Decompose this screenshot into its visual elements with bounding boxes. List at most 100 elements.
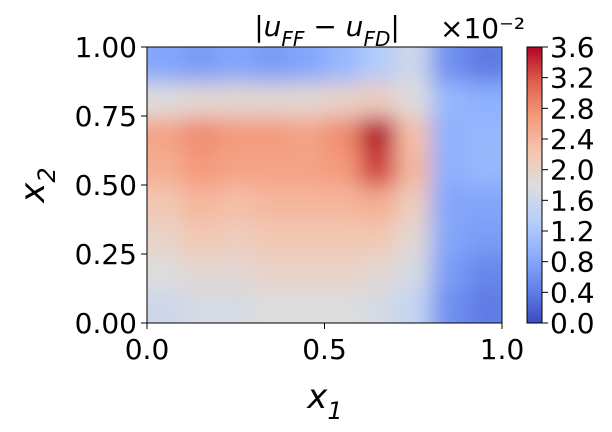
heat-cell	[360, 116, 397, 152]
heat-cell	[253, 150, 290, 186]
heat-cell	[253, 116, 290, 152]
heat-cell	[289, 185, 326, 221]
heat-cell	[289, 219, 326, 255]
heat-cell	[253, 288, 290, 323]
colorbar	[526, 46, 543, 324]
heat-cell	[182, 150, 219, 186]
heat-cell	[218, 150, 255, 186]
heat-cell	[395, 47, 432, 83]
label-part: − u	[304, 10, 363, 43]
x-tick-label: 0.0	[125, 333, 170, 366]
heat-cell	[431, 47, 468, 83]
heat-cell	[147, 185, 184, 221]
heat-cell	[182, 254, 219, 290]
heat-cell	[218, 219, 255, 255]
heat-cell	[218, 185, 255, 221]
heat-cell	[324, 150, 361, 186]
heat-cell	[253, 254, 290, 290]
heat-cell	[253, 219, 290, 255]
heat-cell	[289, 150, 326, 186]
x-tick-label: 1.0	[480, 333, 525, 366]
colorbar-tick-label: 3.6	[550, 31, 595, 64]
heat-cell	[395, 288, 432, 323]
chart-title: |uFF − uFD|	[254, 10, 400, 51]
heat-cell	[360, 288, 397, 323]
heat-cell	[466, 81, 502, 117]
heat-cell	[466, 150, 502, 186]
y-tick-label: 0.75	[75, 100, 137, 133]
heat-cell	[324, 81, 361, 117]
x-axis-label: x1	[306, 377, 342, 426]
heat-cell	[324, 116, 361, 152]
colorbar-offset: ×10⁻²	[440, 12, 525, 45]
label-part: FF	[281, 27, 305, 51]
colorbar-tick-label: 0.8	[550, 246, 595, 279]
label-part: |u	[254, 10, 281, 43]
heat-cell	[324, 288, 361, 323]
heat-cell	[147, 288, 184, 323]
heat-cell	[182, 47, 219, 83]
y-tick-label: 0.25	[75, 238, 137, 271]
heat-cell	[466, 219, 502, 255]
heat-cell	[324, 219, 361, 255]
label-part: FD	[363, 27, 390, 51]
heat-cell	[182, 219, 219, 255]
heat-cell	[182, 288, 219, 323]
colorbar-tick-label: 1.2	[550, 215, 595, 248]
heat-cell	[395, 185, 432, 221]
colorbar-tick-label: 2.8	[550, 92, 595, 125]
heat-cell	[253, 81, 290, 117]
heat-cell	[289, 254, 326, 290]
heat-cell	[289, 116, 326, 152]
heat-cell	[253, 185, 290, 221]
y-tick-label: 0.00	[75, 307, 137, 340]
heat-cell	[218, 116, 255, 152]
colorbar-tick-label: 2.0	[550, 154, 595, 187]
heat-cell	[466, 116, 502, 152]
heat-cell	[182, 81, 219, 117]
heat-cell	[395, 219, 432, 255]
heat-cell	[218, 47, 255, 83]
label-part: x	[13, 182, 53, 204]
heat-cell	[431, 219, 468, 255]
heat-cell	[360, 150, 397, 186]
colorbar-tick-label: 0.4	[550, 276, 595, 309]
label-part: x	[306, 377, 328, 417]
label-part: |	[390, 10, 399, 43]
heat-cell	[431, 288, 468, 323]
heat-cell	[466, 185, 502, 221]
heat-cell	[147, 219, 184, 255]
heat-cell	[431, 254, 468, 290]
heat-cell	[466, 47, 502, 83]
heat-cell	[360, 254, 397, 290]
heat-cell	[147, 254, 184, 290]
heat-cell	[289, 81, 326, 117]
colorbar-tick-label: 3.2	[550, 62, 595, 95]
label-part: 1	[327, 397, 342, 425]
heat-cell	[395, 254, 432, 290]
heat-cell	[289, 47, 326, 83]
heat-cell	[360, 185, 397, 221]
heat-cell	[466, 254, 502, 290]
y-axis-label: x2	[13, 167, 62, 203]
heat-cell	[324, 254, 361, 290]
heat-cell	[431, 81, 468, 117]
colorbar-tick-label: 1.6	[550, 184, 595, 217]
heat-cell	[218, 81, 255, 117]
y-tick-label: 1.00	[75, 31, 137, 64]
colorbar-tick-label: 2.4	[550, 123, 595, 156]
heat-cell	[182, 185, 219, 221]
heat-cell	[324, 185, 361, 221]
heat-cell	[395, 150, 432, 186]
label-part: 2	[33, 167, 61, 182]
heat-cell	[182, 116, 219, 152]
heat-cell	[324, 47, 361, 83]
heat-cell	[360, 81, 397, 117]
heat-cell	[395, 81, 432, 117]
heat-cell	[218, 254, 255, 290]
heat-cell	[431, 150, 468, 186]
heat-cell	[431, 116, 468, 152]
y-tick-label: 0.50	[75, 169, 137, 202]
heat-cell	[360, 47, 397, 83]
